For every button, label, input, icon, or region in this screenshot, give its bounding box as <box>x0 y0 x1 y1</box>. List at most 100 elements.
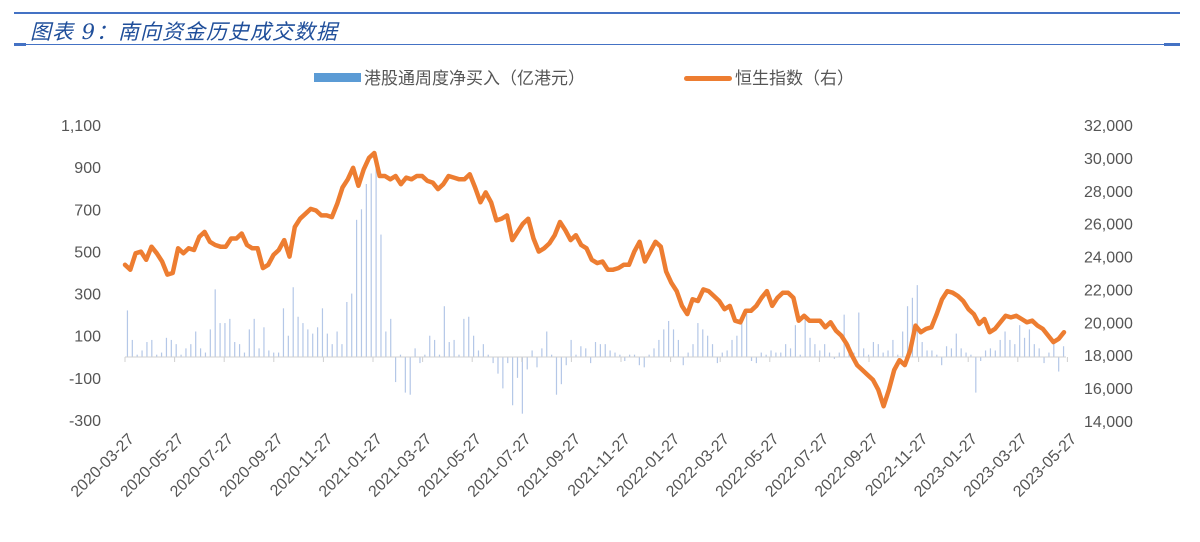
bar <box>609 350 611 357</box>
right-axis-tick: 32,000 <box>1084 118 1133 135</box>
left-axis-tick: 500 <box>74 244 101 261</box>
bar <box>711 344 714 357</box>
bar <box>1004 331 1006 357</box>
bar <box>146 342 148 357</box>
bar <box>360 209 363 357</box>
title-bottom-rule <box>14 44 1180 45</box>
bar <box>458 354 460 357</box>
bar <box>448 342 450 357</box>
bar <box>658 339 660 357</box>
left-y-axis: 1,100 900 700 500 300 100 -100 -300 <box>61 118 101 430</box>
bar <box>638 356 640 366</box>
bar <box>980 356 982 361</box>
bar <box>351 293 353 357</box>
bar <box>380 234 382 357</box>
bar <box>775 352 777 357</box>
bar <box>243 352 246 357</box>
bar <box>141 350 143 357</box>
bar <box>824 344 826 357</box>
bar <box>336 331 338 357</box>
bar <box>585 348 587 357</box>
bar <box>131 339 133 357</box>
bar <box>365 184 367 357</box>
right-axis-tick: 26,000 <box>1084 217 1133 234</box>
right-axis-tick: 20,000 <box>1084 315 1133 332</box>
bar <box>541 348 543 357</box>
bar <box>877 344 879 357</box>
bar <box>902 331 904 357</box>
bar <box>677 339 679 357</box>
bar <box>560 356 562 385</box>
right-axis-tick: 16,000 <box>1084 381 1133 398</box>
bar <box>355 219 358 357</box>
bar <box>931 350 933 357</box>
right-y-axis: 32,000 30,000 28,000 26,000 24,000 22,000 20,0… <box>1084 118 1133 431</box>
bar <box>326 333 328 357</box>
bar <box>565 356 567 366</box>
bar <box>370 173 372 357</box>
bar <box>273 352 275 357</box>
bar <box>926 350 928 357</box>
bar <box>668 320 670 357</box>
bar <box>521 356 523 414</box>
bar <box>687 352 689 357</box>
bar <box>965 352 967 357</box>
bar <box>794 325 797 357</box>
bar <box>502 356 504 389</box>
bar <box>726 350 728 357</box>
bar <box>760 352 762 357</box>
bar <box>199 348 202 357</box>
bar <box>487 354 489 357</box>
bar <box>1014 344 1016 357</box>
bar <box>594 342 597 357</box>
bar <box>263 327 265 357</box>
bar <box>526 356 528 370</box>
bar <box>473 335 475 357</box>
bar <box>643 356 645 368</box>
bar <box>882 352 884 357</box>
bar <box>819 350 821 357</box>
bar <box>190 344 192 357</box>
right-axis-tick: 30,000 <box>1084 151 1133 168</box>
bar <box>633 354 636 357</box>
bar <box>872 342 875 357</box>
bar <box>702 329 704 357</box>
bar <box>507 356 509 364</box>
bar <box>316 327 319 357</box>
bar <box>858 312 860 357</box>
bar <box>614 352 616 357</box>
bar <box>516 356 519 378</box>
bar <box>765 354 767 357</box>
bar <box>1023 337 1026 357</box>
bar <box>599 344 601 357</box>
bar <box>887 350 889 357</box>
bar <box>941 356 943 366</box>
bar <box>536 356 538 368</box>
bar <box>165 337 168 357</box>
bar <box>234 342 236 357</box>
bar <box>170 339 172 357</box>
bar <box>814 344 816 357</box>
bar <box>604 344 606 357</box>
bar <box>531 350 533 357</box>
bar <box>321 308 324 357</box>
bar <box>970 354 972 357</box>
bar <box>619 354 621 357</box>
bar <box>789 348 792 357</box>
bar <box>282 308 285 357</box>
bar <box>1043 356 1045 364</box>
bar <box>219 323 221 357</box>
bar <box>175 344 177 357</box>
bar <box>648 354 650 357</box>
bar <box>1038 348 1040 357</box>
bar <box>1062 346 1065 357</box>
bar <box>277 352 280 357</box>
bar <box>341 344 343 357</box>
bar <box>238 344 241 357</box>
bar <box>945 346 948 357</box>
bar <box>989 348 992 357</box>
bar <box>214 289 216 357</box>
bar <box>302 323 304 357</box>
bar <box>916 285 918 357</box>
bar <box>160 352 163 357</box>
